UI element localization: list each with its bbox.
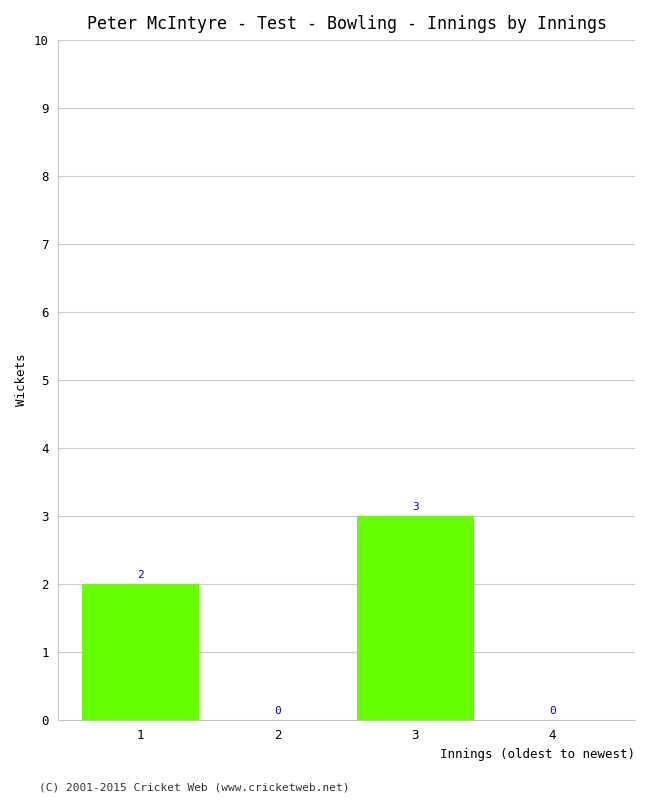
X-axis label: Innings (oldest to newest): Innings (oldest to newest) — [440, 748, 635, 761]
Bar — [83, 584, 199, 720]
Text: 0: 0 — [274, 706, 281, 716]
Title: Peter McIntyre - Test - Bowling - Innings by Innings: Peter McIntyre - Test - Bowling - Inning… — [86, 15, 606, 33]
Text: 0: 0 — [549, 706, 556, 716]
Bar — [357, 516, 474, 720]
Text: 3: 3 — [412, 502, 419, 513]
Y-axis label: Wickets: Wickets — [15, 354, 28, 406]
Text: (C) 2001-2015 Cricket Web (www.cricketweb.net): (C) 2001-2015 Cricket Web (www.cricketwe… — [39, 782, 350, 792]
Text: 2: 2 — [137, 570, 144, 581]
